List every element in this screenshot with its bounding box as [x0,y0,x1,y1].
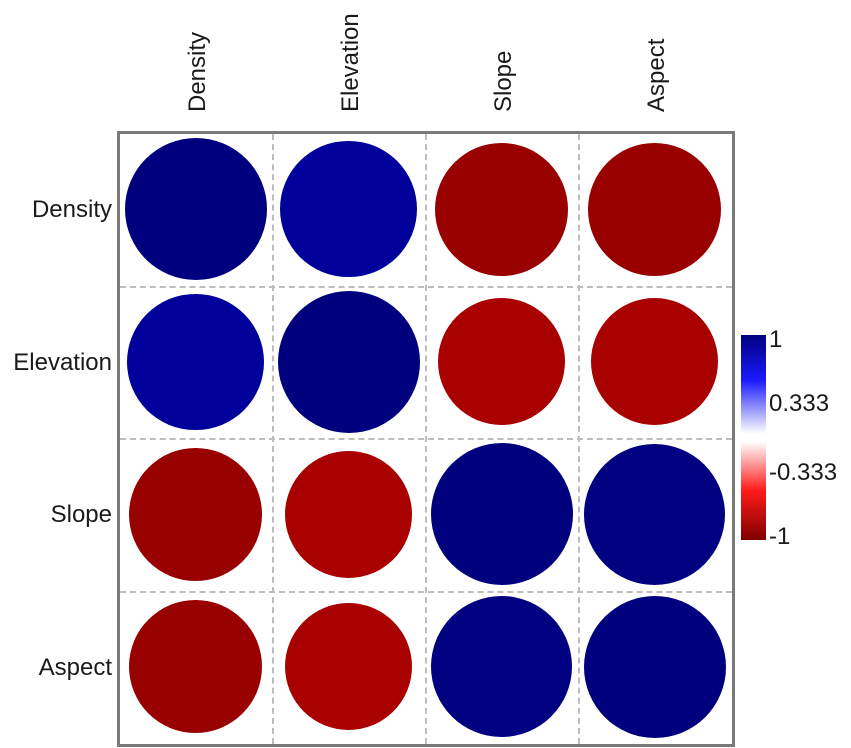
correlation-circle [128,447,263,581]
colorbar-tick-label: 1 [769,326,783,353]
column-label: Elevation [336,13,364,112]
colorbar-legend [741,335,766,540]
correlation-circle [277,290,420,433]
correlation-circle [583,443,726,585]
colorbar-tick-label: -1 [769,523,791,550]
correlation-circle [437,298,565,426]
correlation-circle [128,600,263,734]
correlation-circle [124,138,267,281]
grid-line-vertical [578,134,580,744]
colorbar-tick-label: -0.333 [769,458,838,486]
column-label: Slope [489,50,517,112]
row-label: Aspect [38,653,112,681]
correlation-circle [430,596,573,738]
grid-line-horizontal [120,438,732,440]
correlation-circle [587,142,722,276]
correlation-circle [434,142,569,276]
correlation-circle [284,603,412,731]
correlation-circle [583,595,726,738]
column-label: Density [183,31,211,112]
colorbar-tick-label: 0.333 [769,390,830,418]
correlation-circle [127,293,264,430]
correlation-circle [590,298,718,426]
plot-area [117,131,735,747]
grid-line-horizontal [120,590,732,593]
correlation-circle [430,443,573,586]
correlation-circle [284,450,412,578]
row-label: Density [31,196,112,224]
correlation-circle [280,141,417,278]
column-label: Aspect [642,38,670,112]
row-label: Elevation [13,348,112,376]
row-label: Slope [50,501,112,529]
